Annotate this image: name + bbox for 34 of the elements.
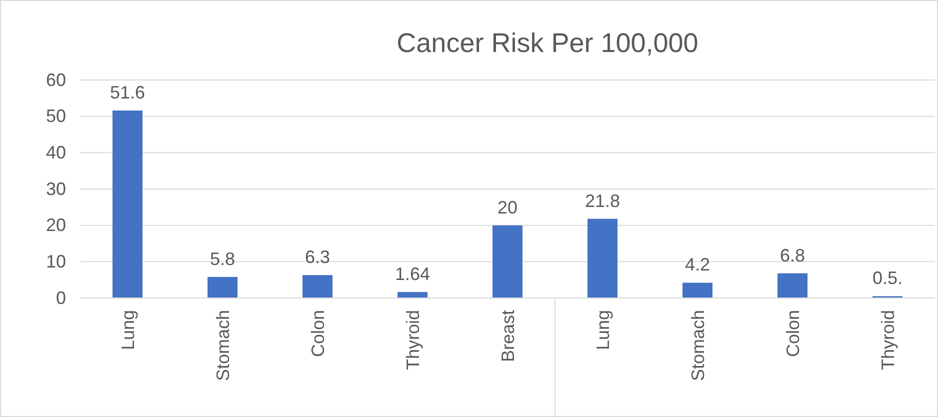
x-tick-label: Lung — [118, 310, 138, 350]
bar — [208, 276, 238, 298]
bar — [778, 273, 808, 298]
bar — [588, 218, 618, 298]
data-label: 6.8 — [780, 245, 806, 266]
y-tick-label: 0 — [56, 288, 66, 308]
bar — [492, 225, 522, 298]
chart-title: Cancer Risk Per 100,000 — [396, 28, 698, 58]
x-tick-label: Breast — [498, 310, 518, 362]
x-tick-label: Colon — [782, 310, 803, 358]
data-label: 6.3 — [304, 247, 330, 268]
y-tick-label: 20 — [46, 215, 66, 236]
bar — [398, 292, 428, 298]
data-label: 5.8 — [210, 248, 236, 269]
x-tick-label: Colon — [308, 310, 328, 358]
data-label: 21.8 — [584, 190, 620, 211]
bar — [112, 110, 142, 298]
bar — [682, 282, 712, 298]
x-tick-label: Stomach — [688, 310, 708, 382]
data-label: 20 — [497, 197, 518, 218]
data-label: 0.5. — [872, 268, 903, 288]
data-label: 1.64 — [394, 264, 430, 284]
y-tick-label: 30 — [46, 178, 66, 199]
x-tick-label: Thyroid — [402, 310, 423, 370]
x-tick-label: Lung — [592, 310, 613, 350]
x-tick-label: Stomach — [212, 310, 233, 382]
y-tick-label: 60 — [46, 70, 66, 90]
y-tick-label: 10 — [46, 251, 66, 272]
y-tick-label: 40 — [46, 142, 66, 162]
data-label: 51.6 — [110, 82, 146, 103]
y-tick-label: 50 — [46, 106, 66, 126]
bar — [302, 275, 332, 298]
x-tick-label: Thyroid — [878, 310, 898, 370]
data-label: 4.2 — [684, 254, 710, 275]
